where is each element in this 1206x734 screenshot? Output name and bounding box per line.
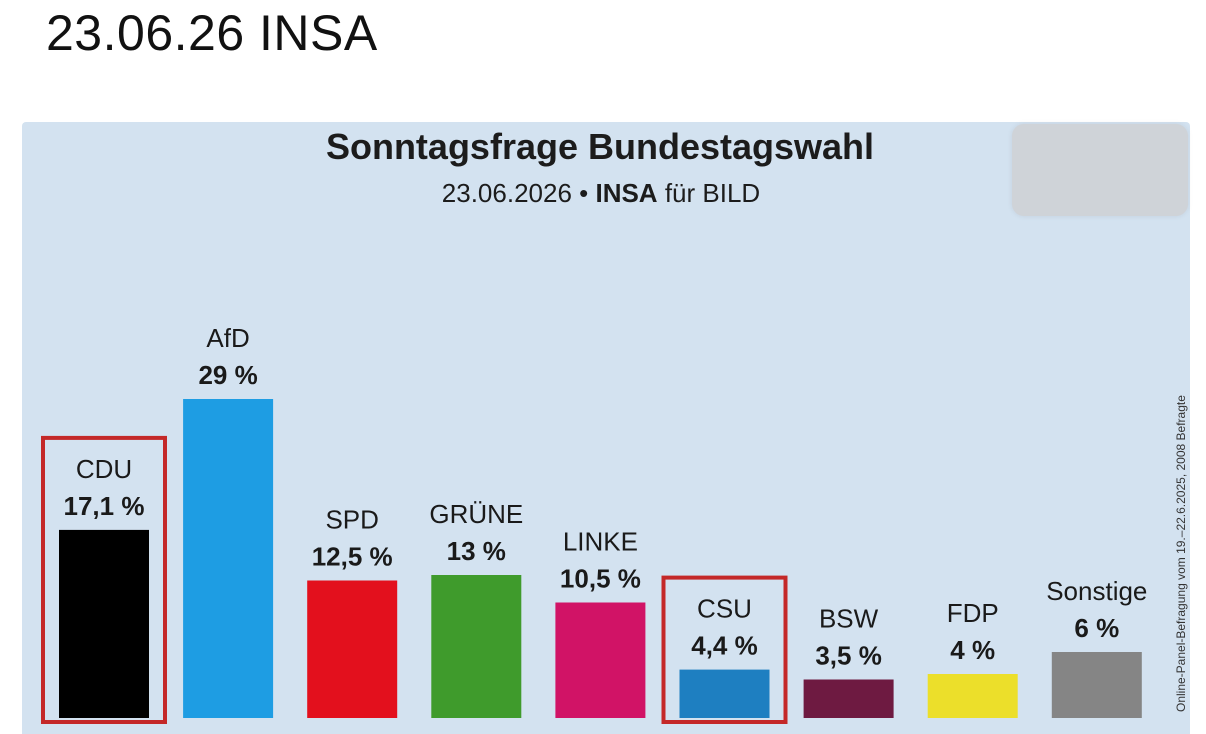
party-label-sonstige: Sonstige	[1046, 576, 1147, 606]
party-label-bsw: BSW	[819, 604, 879, 634]
bar-bsw	[803, 679, 894, 718]
bar-csu	[679, 669, 770, 718]
value-label-csu: 4,4 %	[691, 631, 758, 661]
party-label-fdp: FDP	[947, 598, 999, 628]
bar-fdp	[927, 674, 1018, 718]
broadcaster-logo-area	[1012, 124, 1188, 216]
chart-subtitle: 23.06.2026 • INSA für BILD	[0, 178, 1206, 209]
page-heading: 23.06.26 INSA	[46, 5, 378, 61]
party-label-spd: SPD	[325, 505, 378, 535]
value-label-cdu: 17,1 %	[64, 491, 145, 521]
subtitle-date: 23.06.2026 •	[441, 178, 589, 208]
bar-afd	[183, 399, 274, 718]
party-label-gr-ne: GRÜNE	[429, 499, 523, 529]
party-label-csu: CSU	[697, 594, 752, 624]
highlight-box-csu	[661, 575, 788, 724]
subtitle-pollster: INSA	[595, 178, 658, 208]
bar-gr-ne	[431, 575, 522, 718]
party-label-linke: LINKE	[563, 527, 638, 557]
value-label-bsw: 3,5 %	[815, 641, 882, 671]
value-label-spd: 12,5 %	[312, 542, 393, 572]
value-label-sonstige: 6 %	[1074, 613, 1119, 643]
value-label-afd: 29 %	[198, 360, 257, 390]
subtitle-client: für BILD	[664, 178, 761, 208]
value-label-fdp: 4 %	[950, 635, 995, 665]
party-label-cdu: CDU	[76, 454, 132, 484]
value-label-gr-ne: 13 %	[447, 536, 506, 566]
bar-sonstige	[1051, 652, 1142, 718]
bar-linke	[555, 602, 646, 718]
value-label-linke: 10,5 %	[560, 564, 641, 594]
bar-spd	[307, 580, 398, 718]
highlight-box-cdu	[41, 435, 167, 724]
chart-title: Sonntagsfrage Bundestagswahl	[325, 126, 875, 167]
party-label-afd: AfD	[206, 323, 249, 353]
bar-cdu	[59, 529, 149, 718]
